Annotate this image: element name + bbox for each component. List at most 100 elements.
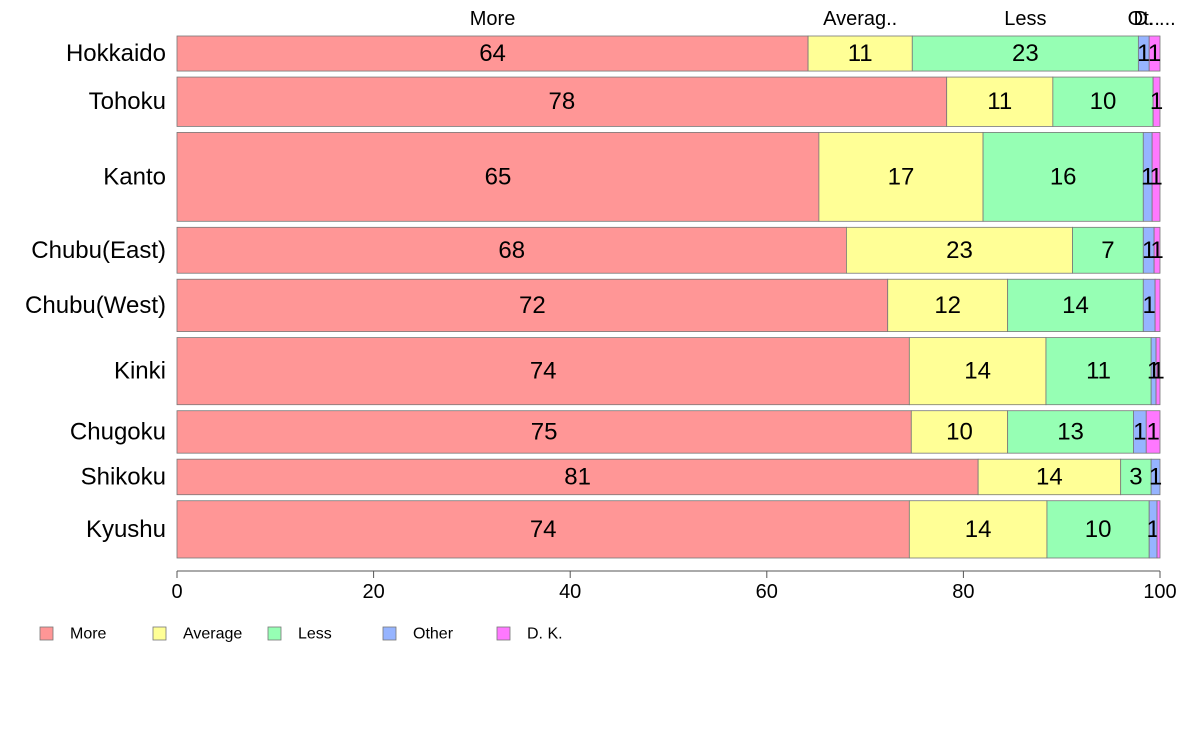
bar-segment [1154,278,1161,332]
data-label: 16 [1050,163,1077,190]
bar-segment [1155,337,1161,406]
x-tick-label: 60 [756,581,778,603]
bar-segment [1156,500,1161,559]
category-label: Kinki [114,358,166,385]
data-label: 64 [479,40,506,67]
legend: More Average Less Other D. K. [39,626,563,643]
x-tick-label: 80 [952,581,974,603]
data-label: 12 [934,292,961,319]
bar-segment [1151,132,1161,222]
bar-segment [908,337,1047,406]
data-label: 17 [888,163,915,190]
x-tick-label: 20 [362,581,384,603]
bar-segment [1072,226,1144,274]
x-tick-label: 40 [559,581,581,603]
bar-segment [1007,278,1144,332]
data-label: 1 [1141,163,1154,190]
legend-label: Average [183,626,242,643]
data-label: 10 [1085,516,1112,543]
bar-segment [946,76,1054,127]
bar-segment [1120,458,1152,496]
data-label: 65 [485,163,512,190]
legend-swatch [496,626,511,641]
data-label: 1 [1143,292,1156,319]
column-header: Less [1004,8,1046,30]
legend-swatch [382,626,397,641]
data-label: 1 [1151,358,1164,385]
data-label: 1 [1150,237,1163,264]
data-label: 78 [548,88,575,115]
data-label: 11 [848,40,873,67]
data-label: 1 [1149,163,1162,190]
category-label: Shikoku [81,463,166,490]
bar-segment [807,35,913,72]
bar-segment [977,458,1122,496]
column-header: More [470,8,516,30]
bar-segment [1145,410,1161,454]
category-label: Chugoku [70,418,166,445]
bar-segment [1148,35,1161,72]
legend-swatch [267,626,282,641]
x-tick-label: 100 [1143,581,1176,603]
data-label: 10 [946,418,973,445]
data-label: 1 [1149,463,1162,490]
legend-label: Other [413,626,454,643]
data-label: 14 [1062,292,1089,319]
data-label: 13 [1057,418,1084,445]
category-label: Tohoku [89,88,166,115]
x-tick-label: 0 [171,581,182,603]
column-header: Ot.. [1128,8,1160,30]
bar-segment [1046,500,1150,559]
bar-segment [1152,76,1161,127]
category-label: Chubu(East) [31,237,166,264]
category-label: Chubu(West) [25,292,166,319]
bar-segment [908,500,1048,559]
legend-label: D. K. [527,626,563,643]
bar-segment [1150,458,1161,496]
bar-segment [176,500,910,559]
data-label: 23 [946,237,973,264]
data-label: 3 [1129,463,1142,490]
data-label: 75 [531,418,558,445]
data-label: 7 [1101,237,1114,264]
data-label: 1 [1148,40,1161,67]
bar-segment [1045,337,1152,406]
legend-label: More [70,626,107,643]
data-label: 10 [1090,88,1117,115]
bar-segment [176,337,910,406]
data-label: 1 [1142,237,1155,264]
data-label: 11 [987,88,1012,115]
column-header: D. ... [1133,8,1175,30]
bar-segment [176,458,979,496]
data-label: 81 [564,463,591,490]
bar-segment [1153,226,1161,274]
bar-segment [887,278,1009,332]
data-label: 14 [965,516,992,543]
data-label: 1 [1146,418,1159,445]
legend-label: Less [298,626,332,643]
data-label: 1 [1137,40,1150,67]
category-labels: Hokkaido Tohoku Kanto Chubu(East) Chubu(West… [25,40,166,543]
bar-segment [1052,76,1154,127]
column-headers: More Averag.. Less Ot..D. ... [470,8,1176,30]
bar-segment [818,132,984,222]
category-label: Hokkaido [66,40,166,67]
bar-segment [176,410,912,454]
data-label: 1 [1146,516,1159,543]
bar-segment [176,76,948,127]
x-axis: 0 20 40 60 80 100 [171,570,1177,603]
data-label: 1 [1133,418,1146,445]
data-label: 14 [1036,463,1063,490]
category-label: Kanto [103,163,166,190]
bar-segment [1007,410,1134,454]
data-label: 11 [1086,358,1111,385]
column-header: Averag.. [823,8,897,30]
data-label: 68 [498,237,525,264]
data-label: 72 [519,292,546,319]
data-label: 1 [1150,88,1163,115]
bar-segment [176,226,847,274]
bar-segment [910,410,1009,454]
legend-swatch [39,626,54,641]
